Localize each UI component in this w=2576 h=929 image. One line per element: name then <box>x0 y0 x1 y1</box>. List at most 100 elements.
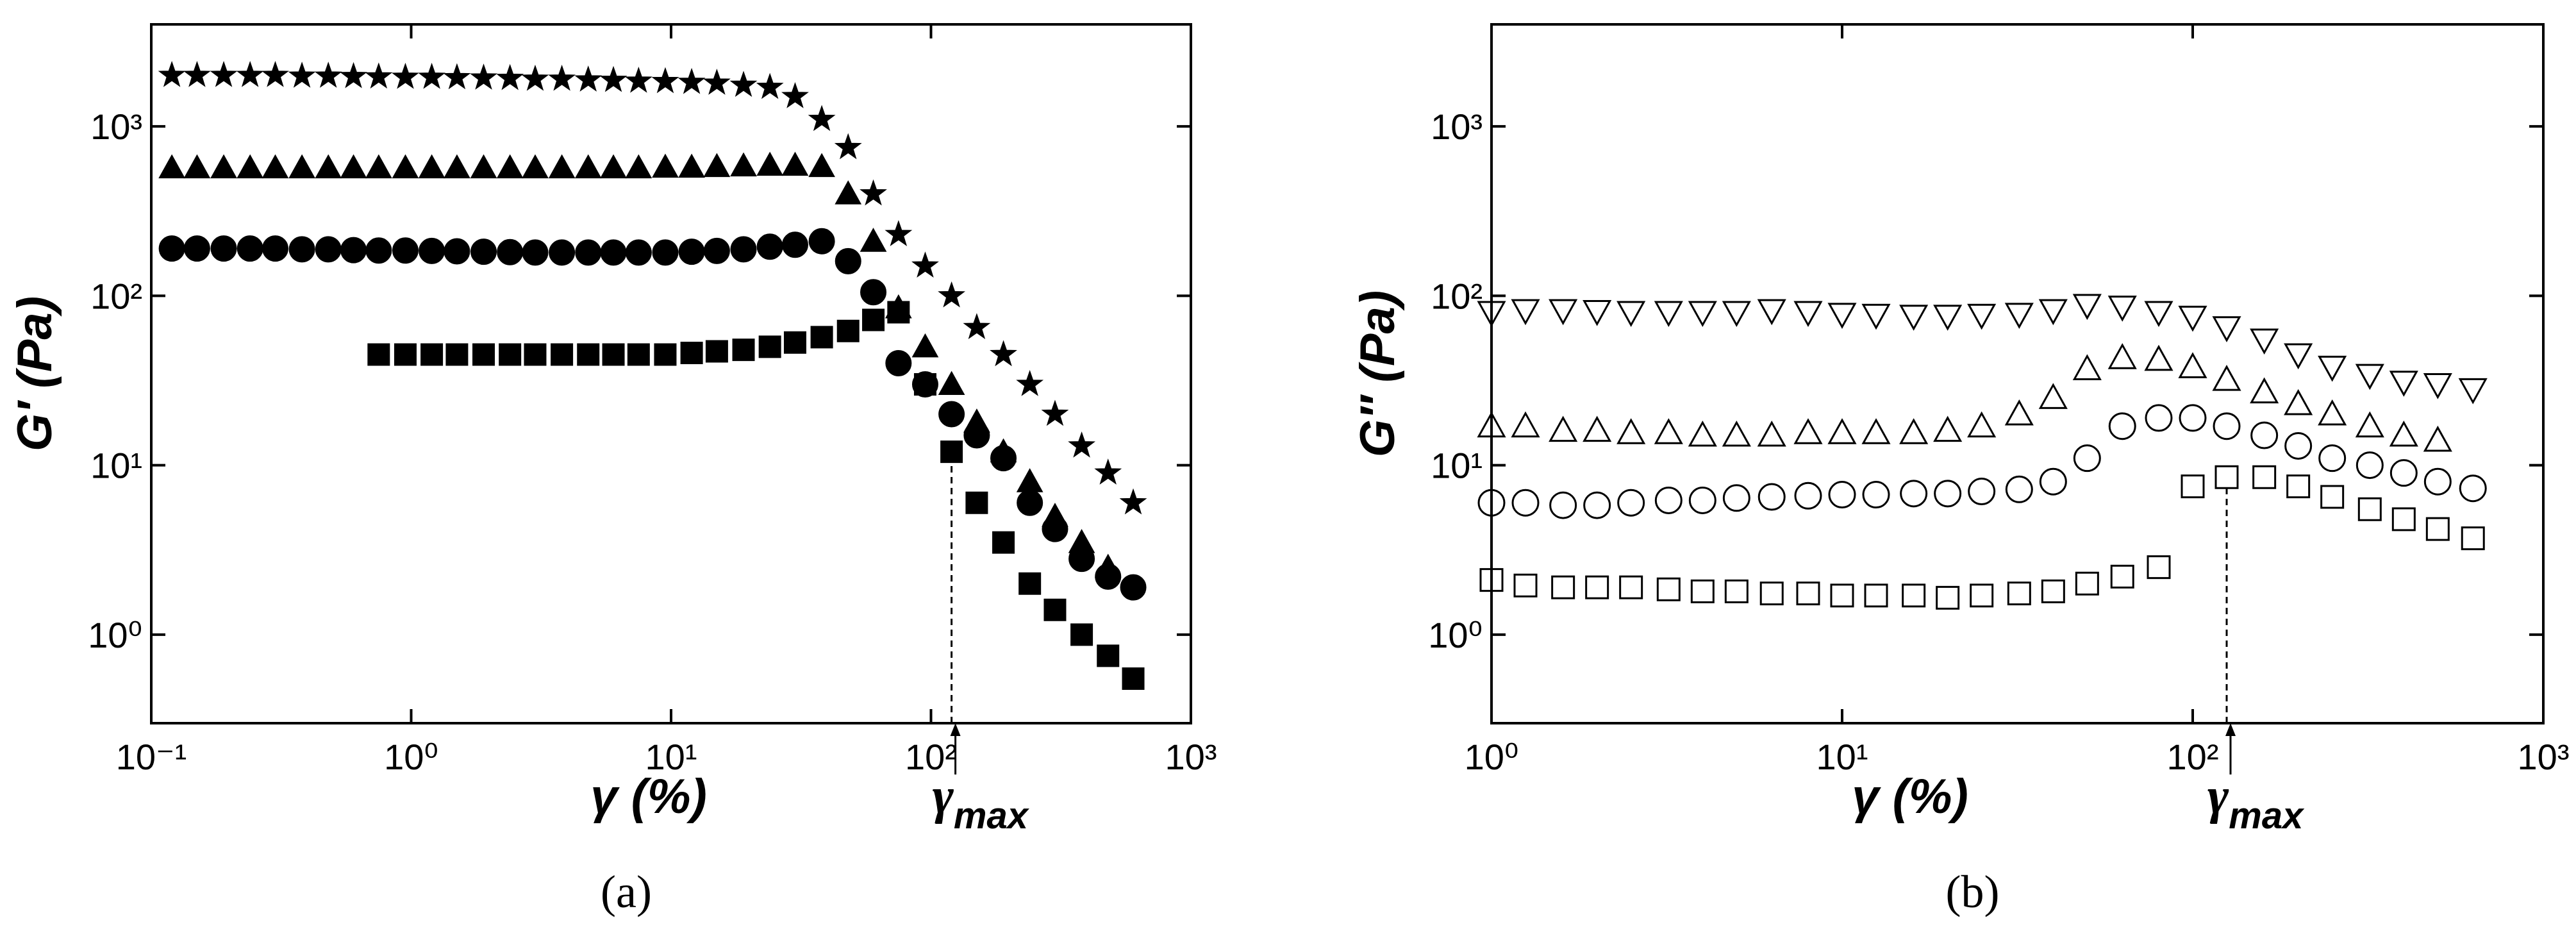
marker <box>1654 486 1683 514</box>
marker <box>2252 465 2277 489</box>
x-tick-label: 10⁻¹ <box>116 737 187 777</box>
marker <box>1551 575 1575 599</box>
marker <box>781 82 809 108</box>
marker <box>1933 415 1963 442</box>
x-axis-label: γ (%) <box>590 769 707 824</box>
marker <box>496 154 524 179</box>
marker <box>1068 431 1096 458</box>
annotation-sub: max <box>954 795 1030 837</box>
marker <box>1757 483 1786 511</box>
plot-frame <box>1490 23 2545 724</box>
marker <box>2459 474 2487 503</box>
marker <box>963 313 991 339</box>
marker <box>237 154 264 179</box>
marker <box>420 343 444 366</box>
marker <box>702 69 731 95</box>
marker <box>703 237 730 264</box>
marker <box>496 63 524 90</box>
marker <box>1722 301 1751 328</box>
annotation-symbol: γ <box>2207 768 2229 824</box>
marker <box>1724 579 1749 603</box>
marker <box>625 154 652 179</box>
marker <box>781 151 809 176</box>
marker <box>627 343 650 366</box>
marker <box>2318 399 2347 426</box>
marker <box>678 153 705 178</box>
marker <box>470 63 497 90</box>
marker <box>862 308 885 331</box>
marker <box>836 319 860 342</box>
marker <box>1794 481 1822 510</box>
annotation-sub: max <box>2229 795 2305 837</box>
marker <box>2178 305 2207 332</box>
marker <box>2423 425 2452 452</box>
marker <box>262 154 289 179</box>
marker <box>158 154 185 179</box>
marker <box>1016 369 1044 396</box>
marker <box>911 333 939 358</box>
marker <box>2007 582 2031 606</box>
marker <box>1793 301 1823 328</box>
marker <box>2250 377 2279 404</box>
marker <box>810 326 833 349</box>
marker <box>158 235 185 262</box>
marker <box>499 343 522 366</box>
marker <box>2041 579 2065 603</box>
marker <box>2145 404 2173 432</box>
marker <box>703 153 731 178</box>
marker <box>365 154 392 179</box>
marker <box>1479 568 1504 592</box>
marker <box>1899 418 1929 444</box>
marker <box>1070 623 1093 646</box>
marker <box>288 62 316 88</box>
marker <box>522 154 549 179</box>
marker <box>1757 420 1786 447</box>
marker <box>625 239 652 266</box>
marker <box>600 239 627 266</box>
marker <box>1043 598 1067 621</box>
marker <box>365 62 393 89</box>
panel: 10⁻¹ 10⁰ 10¹ 10² 10³ 10⁰ 10¹ 10² 10³ γmax γ (%) G′ … <box>8 23 1217 917</box>
marker <box>2284 431 2313 460</box>
marker <box>183 235 210 262</box>
marker <box>2107 296 2137 322</box>
marker <box>1688 301 1717 328</box>
marker <box>600 154 627 179</box>
marker <box>418 154 445 179</box>
marker <box>1549 299 1578 326</box>
marker <box>1511 489 1540 517</box>
marker <box>2423 467 2452 496</box>
marker <box>599 65 627 92</box>
x-tick-label: 10² <box>905 737 957 777</box>
marker <box>2005 475 2033 503</box>
plot-frame <box>150 23 1192 724</box>
marker <box>1619 575 1643 599</box>
marker <box>210 61 238 87</box>
marker <box>624 66 652 93</box>
marker <box>288 154 315 179</box>
marker <box>938 281 966 308</box>
marker <box>990 340 1017 367</box>
marker <box>548 64 576 91</box>
marker <box>913 373 936 396</box>
marker <box>521 64 549 91</box>
marker <box>1549 491 1577 519</box>
marker <box>2038 383 2068 409</box>
marker <box>1017 489 1043 516</box>
marker <box>1094 458 1122 485</box>
marker <box>2144 344 2173 371</box>
annotation-label: γmax <box>2207 768 2305 837</box>
marker <box>1936 585 1960 610</box>
marker <box>1828 481 1856 509</box>
marker <box>1654 418 1683 444</box>
x-tick-label: 10¹ <box>1816 737 1868 777</box>
marker <box>2004 303 2034 329</box>
marker <box>315 154 342 179</box>
marker <box>730 152 757 177</box>
marker <box>963 422 990 449</box>
marker <box>860 279 887 306</box>
marker <box>808 228 835 255</box>
marker <box>758 335 781 358</box>
marker <box>2318 355 2347 382</box>
